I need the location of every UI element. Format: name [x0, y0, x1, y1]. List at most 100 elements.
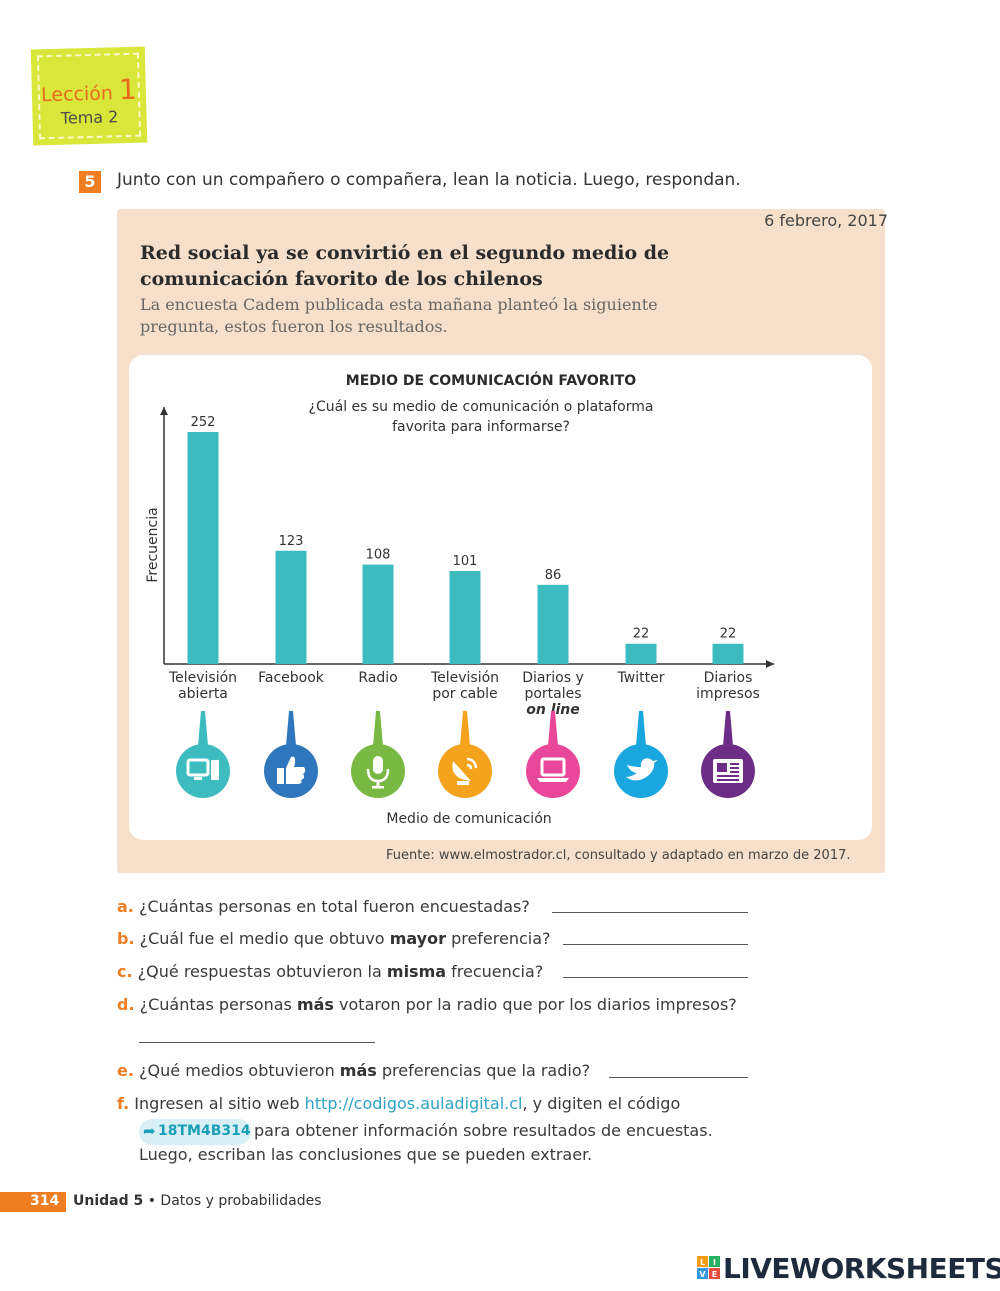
lesson-number: 1 — [118, 72, 138, 107]
chart-icons — [176, 711, 755, 798]
satellite-dish-icon — [438, 744, 492, 798]
tv-icon — [176, 744, 230, 798]
question-letter: c. — [117, 962, 133, 981]
lede-line: La encuesta Cadem publicada esta mañana … — [140, 295, 658, 314]
unit-label: Unidad 5 — [73, 1193, 144, 1209]
question-text: frecuencia? — [446, 962, 544, 981]
headline-line: comunicación favorito de los chilenos — [140, 268, 543, 290]
satellite-dish-icon-glyph — [452, 757, 478, 785]
page-number-bar — [0, 1192, 66, 1212]
lesson-title: Lección 1 — [31, 73, 146, 109]
bar — [449, 571, 481, 664]
question-letter: a. — [117, 897, 134, 916]
x-tick-label: Televisión — [430, 670, 499, 686]
answer-line-b[interactable] — [563, 943, 748, 945]
question-text: ¿Qué medios obtuvieron — [139, 1061, 340, 1080]
bar — [537, 584, 569, 664]
bar-value-label: 108 — [366, 548, 391, 563]
lesson-label: Lección — [40, 82, 114, 107]
laptop-icon — [526, 744, 580, 798]
question-f-line3: Luego, escriban las conclusiones que se … — [139, 1145, 593, 1164]
news-source: Fuente: www.elmostrador.cl, consultado y… — [386, 848, 851, 863]
microphone-icon-glyph — [366, 756, 390, 789]
question-c: c. ¿Qué respuestas obtuvieron la misma f… — [117, 962, 543, 981]
question-text: ¿Cuántas personas — [139, 995, 297, 1014]
question-emphasis: más — [296, 995, 334, 1014]
codigos-link[interactable]: http://codigos.auladigital.cl — [304, 1094, 523, 1113]
question-text: , y digiten el código — [522, 1094, 681, 1113]
news-lede: La encuesta Cadem publicada esta mañana … — [140, 294, 780, 338]
question-letter: e. — [117, 1061, 134, 1080]
question-letter: d. — [117, 995, 135, 1014]
answer-line-a[interactable] — [552, 911, 748, 913]
question-b: b. ¿Cuál fue el medio que obtuvo mayor p… — [117, 929, 551, 948]
icon-pointer — [636, 711, 646, 746]
bar-value-label: 22 — [633, 627, 650, 642]
news-headline: Red social ya se convirtió en el segundo… — [140, 240, 780, 292]
bar-value-label: 252 — [191, 415, 216, 430]
question-emphasis: más — [339, 1061, 377, 1080]
thumbs-up-icon-glyph — [277, 756, 306, 784]
x-axis-arrow — [766, 660, 774, 668]
chart-bars: 252Televisiónabierta123Facebook108Radio1… — [168, 415, 760, 718]
question-d: d. ¿Cuántas personas más votaron por la … — [117, 995, 737, 1014]
question-letter: b. — [117, 929, 135, 948]
question-text: preferencias que la radio? — [376, 1061, 591, 1080]
question-letter: f. — [117, 1094, 130, 1113]
bar — [187, 432, 219, 664]
bar-value-label: 86 — [545, 568, 562, 583]
liveworksheets-brand: LIVEWORKSHEETS — [723, 1252, 1000, 1285]
x-tick-label: abierta — [178, 686, 228, 702]
svg-text:E: E — [712, 1270, 717, 1279]
bar — [275, 550, 307, 664]
question-text: ¿Qué respuestas obtuvieron la — [137, 962, 387, 981]
newspaper-icon-glyph — [713, 759, 743, 783]
x-axis-label: Medio de comunicación — [386, 811, 551, 827]
question-f-line2: para obtener información sobre resultado… — [254, 1121, 713, 1140]
icon-pointer — [286, 711, 296, 746]
lede-line: pregunta, estos fueron los resultados. — [140, 317, 448, 336]
x-tick-label: Twitter — [617, 670, 665, 686]
question-text: preferencia? — [445, 929, 551, 948]
svg-text:L: L — [700, 1258, 705, 1267]
bar-value-label: 101 — [453, 554, 478, 569]
answer-line-e[interactable] — [609, 1076, 748, 1078]
question-text: ¿Cuántas personas en total fueron encues… — [138, 897, 530, 916]
laptop-icon-glyph — [537, 757, 569, 782]
lesson-topic: Tema 2 — [60, 107, 119, 128]
icon-pointer — [723, 711, 733, 746]
unit-topic: Datos y probabilidades — [160, 1193, 322, 1209]
x-tick-label: Diarios y — [522, 670, 584, 686]
y-axis-label: Frecuencia — [145, 507, 161, 582]
access-code: 18TM4B314 — [158, 1123, 251, 1139]
answer-line-c[interactable] — [563, 976, 748, 978]
lesson-tag: Lección 1 Tema 2 — [30, 46, 148, 146]
bar-chart: MEDIO DE COMUNICACIÓN FAVORITO ¿Cuál es … — [145, 371, 774, 827]
chart-subtitle: favorita para informarse? — [392, 419, 570, 435]
x-tick-label: on line — [526, 702, 580, 718]
x-tick-label: por cable — [432, 686, 497, 702]
icon-pointer — [198, 711, 208, 746]
tv-icon-glyph — [186, 758, 219, 780]
x-tick-label: Televisión — [168, 670, 237, 686]
bar — [712, 643, 744, 664]
news-date: 6 febrero, 2017 — [764, 211, 888, 230]
bird-icon-glyph — [626, 758, 658, 781]
question-text: Ingresen al sitio web — [134, 1094, 305, 1113]
x-tick-label: Radio — [358, 670, 397, 686]
x-tick-label: portales — [524, 686, 581, 702]
question-text: votaron por la radio que por los diarios… — [333, 995, 737, 1014]
page-number: 314 — [30, 1193, 60, 1209]
x-tick-label: Diarios — [704, 670, 753, 686]
y-axis-arrow — [160, 407, 168, 415]
headline-line: Red social ya se convirtió en el segundo… — [140, 242, 670, 264]
exercise-number: 5 — [79, 171, 101, 193]
cursor-click-icon: ➦ — [143, 1122, 156, 1140]
bar — [362, 564, 394, 664]
answer-line-d[interactable] — [139, 1041, 375, 1043]
icon-pointer — [460, 711, 470, 746]
code-badge[interactable] — [139, 1119, 251, 1145]
bar-value-label: 22 — [720, 627, 737, 642]
question-emphasis: mayor — [389, 929, 446, 948]
question-a: a. ¿Cuántas personas en total fueron enc… — [117, 897, 530, 916]
